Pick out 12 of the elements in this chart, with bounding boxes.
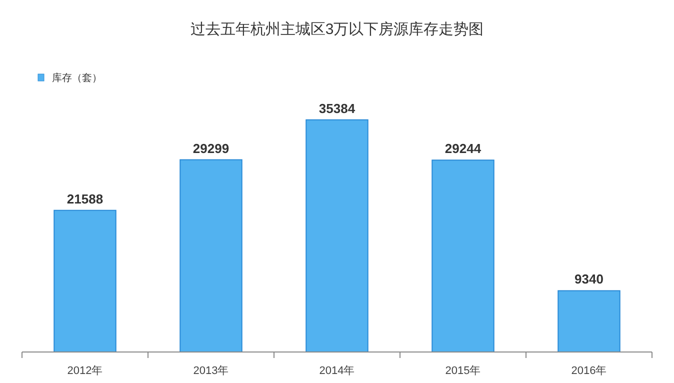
x-tick-label: 2012年: [67, 365, 103, 377]
x-tick-label: 2015年: [445, 365, 481, 377]
title: 过去五年杭州主城区3万以下房源库存走势图: [190, 21, 484, 38]
data-label: 29299: [192, 140, 230, 156]
x-tick-label: 2014年: [319, 365, 355, 377]
data-label: 21588: [66, 191, 104, 206]
legend-label: 库存（套）: [52, 72, 102, 84]
data-label: 29244: [444, 141, 482, 156]
x-tick-label: 2013年: [193, 365, 229, 377]
data-label: 35384: [318, 100, 356, 116]
data-label: 9340: [574, 272, 604, 287]
x-tick-label: 2016年: [571, 365, 607, 377]
